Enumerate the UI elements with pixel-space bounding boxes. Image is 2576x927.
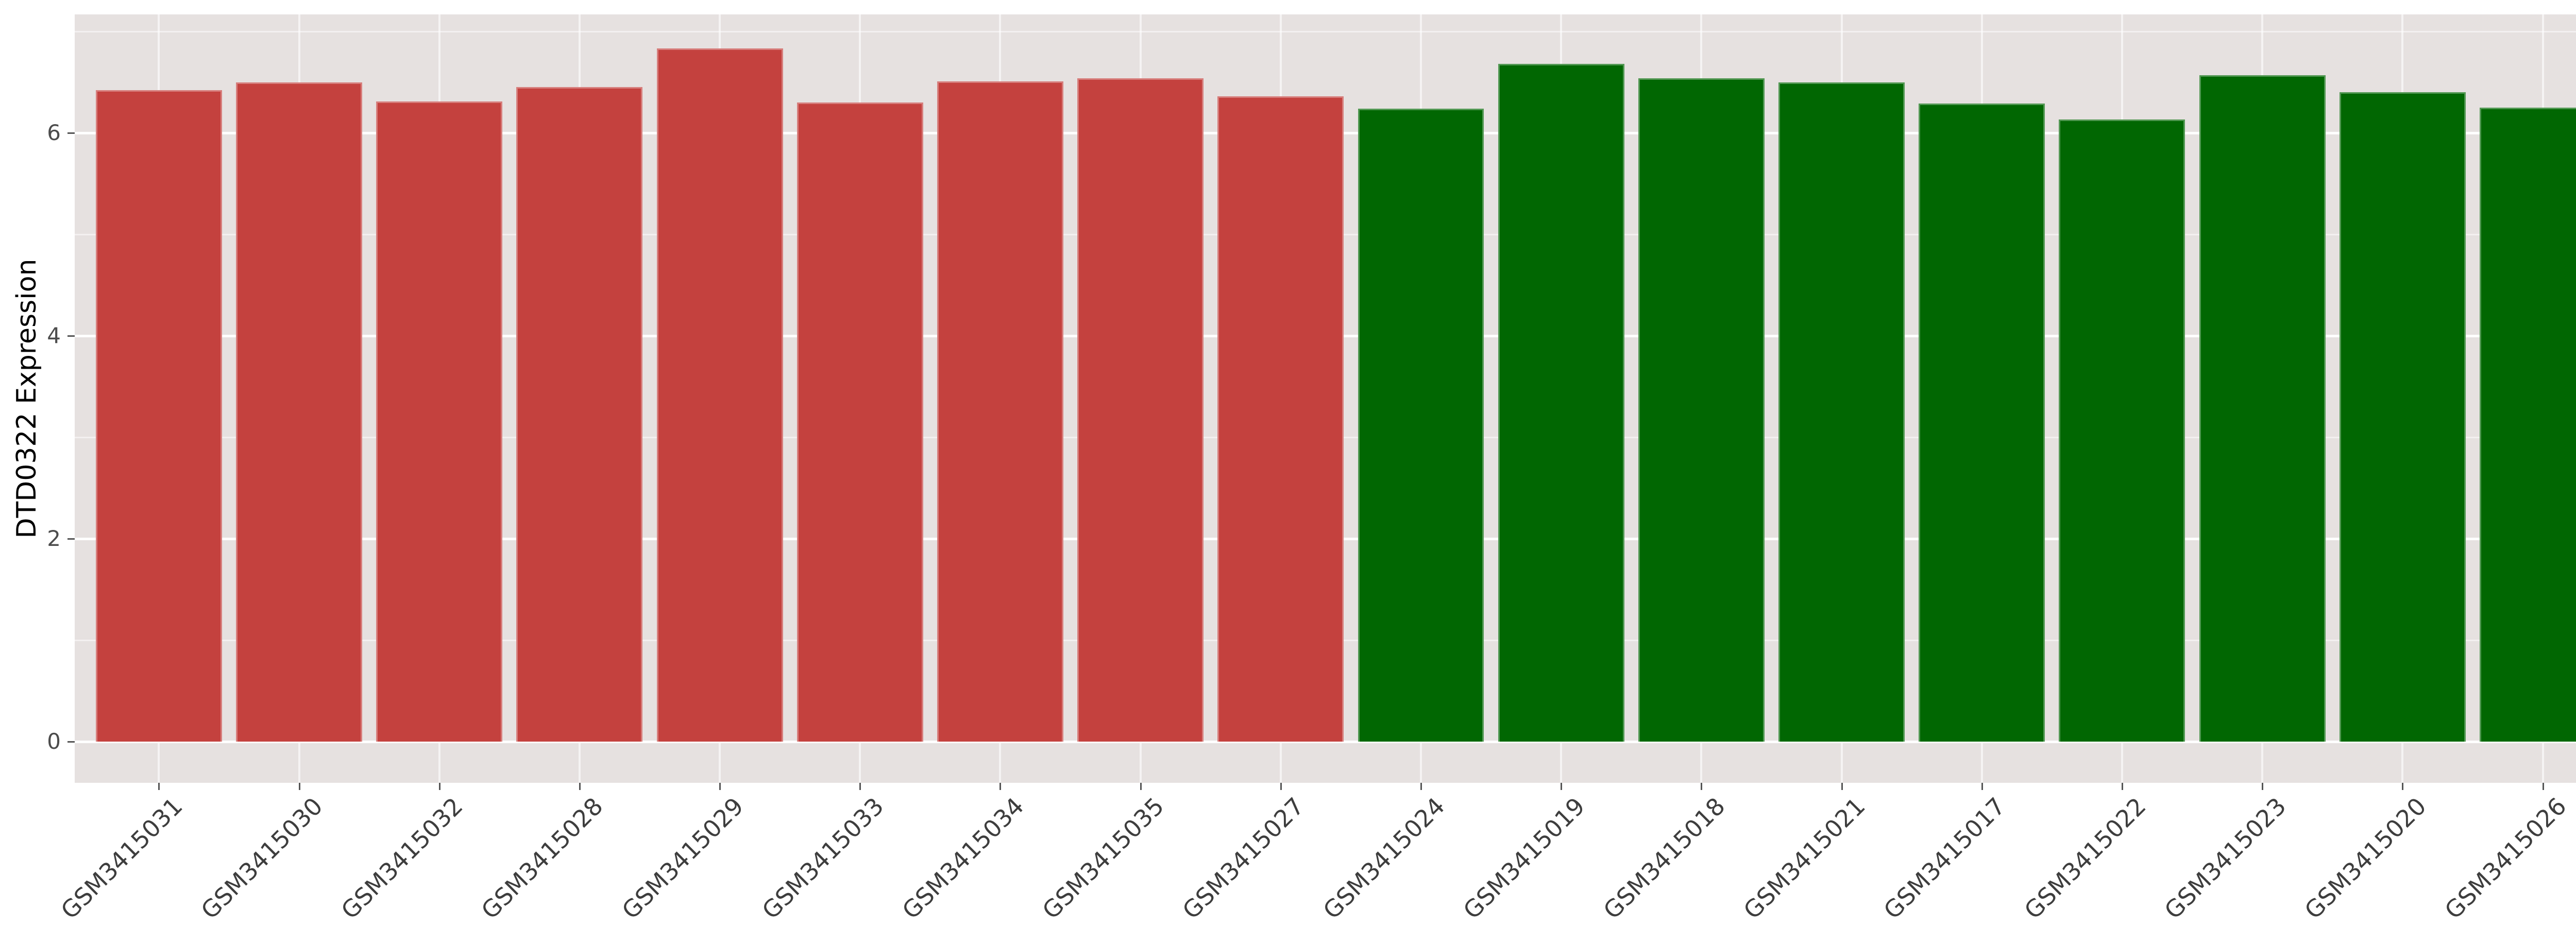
x-tick-mark xyxy=(1841,783,1843,790)
expression-bar xyxy=(2199,75,2326,742)
x-tick-mark xyxy=(1981,783,1983,790)
expression-bar xyxy=(236,82,362,742)
x-tick-mark xyxy=(1701,783,1703,790)
x-tick-label: GSM3415033 xyxy=(756,792,889,924)
expression-bar xyxy=(1498,64,1624,742)
x-tick-mark xyxy=(2542,783,2544,790)
x-tick-label: GSM3415034 xyxy=(896,792,1029,924)
x-tick-label: GSM3415021 xyxy=(1738,792,1871,924)
x-tick-label: GSM3415035 xyxy=(1037,792,1170,924)
x-tick-mark xyxy=(719,783,721,790)
x-tick-label: GSM3415024 xyxy=(1317,792,1450,924)
expression-bar xyxy=(1358,108,1484,742)
x-tick-mark xyxy=(2402,783,2404,790)
x-tick-label: GSM3415032 xyxy=(335,792,468,924)
expression-bar xyxy=(1778,82,1905,742)
plot-panel xyxy=(75,14,2576,783)
expression-bar xyxy=(656,48,783,742)
x-tick-label: GSM3415018 xyxy=(1598,792,1731,924)
y-tick-label: 2 xyxy=(47,526,61,551)
x-tick-label: GSM3415022 xyxy=(2019,792,2151,924)
x-tick-label: GSM3415020 xyxy=(2299,792,2432,924)
expression-bar xyxy=(796,102,923,742)
expression-bar xyxy=(1217,96,1344,742)
x-tick-label: GSM3415017 xyxy=(1878,792,2011,924)
x-tick-label: GSM3415019 xyxy=(1458,792,1590,924)
expression-bar xyxy=(937,81,1063,742)
x-tick-mark xyxy=(1420,783,1422,790)
expression-bar xyxy=(1919,103,2045,742)
y-tick-label: 6 xyxy=(47,120,61,145)
y-tick-label: 0 xyxy=(47,729,61,754)
expression-bar xyxy=(2339,92,2466,742)
expression-bar xyxy=(2480,107,2576,742)
expression-bar xyxy=(376,101,503,742)
y-tick-mark xyxy=(67,538,75,540)
y-tick-mark xyxy=(67,335,75,337)
expression-bar xyxy=(2059,119,2185,742)
expression-bar xyxy=(516,87,643,742)
x-tick-label: GSM3415029 xyxy=(616,792,749,924)
y-grid-line-minor xyxy=(75,31,2576,32)
x-tick-label: GSM3415030 xyxy=(195,792,328,924)
x-tick-mark xyxy=(1140,783,1142,790)
expression-bar xyxy=(1638,78,1765,742)
x-tick-mark xyxy=(579,783,581,790)
x-tick-mark xyxy=(1280,783,1282,790)
expression-bar xyxy=(1077,78,1204,742)
y-grid-line-major xyxy=(75,741,2576,743)
y-tick-label: 4 xyxy=(47,323,61,348)
x-tick-mark xyxy=(859,783,861,790)
x-tick-label: GSM3415031 xyxy=(55,792,188,924)
x-tick-mark xyxy=(2121,783,2123,790)
x-tick-label: GSM3415028 xyxy=(476,792,609,924)
y-tick-mark xyxy=(67,132,75,134)
y-tick-mark xyxy=(67,741,75,743)
x-tick-label: GSM3415023 xyxy=(2159,792,2292,924)
x-tick-label: GSM3415026 xyxy=(2439,792,2572,924)
x-tick-mark xyxy=(438,783,440,790)
x-tick-mark xyxy=(298,783,300,790)
x-tick-mark xyxy=(999,783,1002,790)
x-tick-mark xyxy=(2262,783,2264,790)
x-tick-mark xyxy=(1561,783,1563,790)
y-axis-label: DTD0322 Expression xyxy=(11,259,42,539)
x-tick-label: GSM3415027 xyxy=(1177,792,1310,924)
x-tick-mark xyxy=(158,783,160,790)
expression-bar xyxy=(95,90,222,742)
